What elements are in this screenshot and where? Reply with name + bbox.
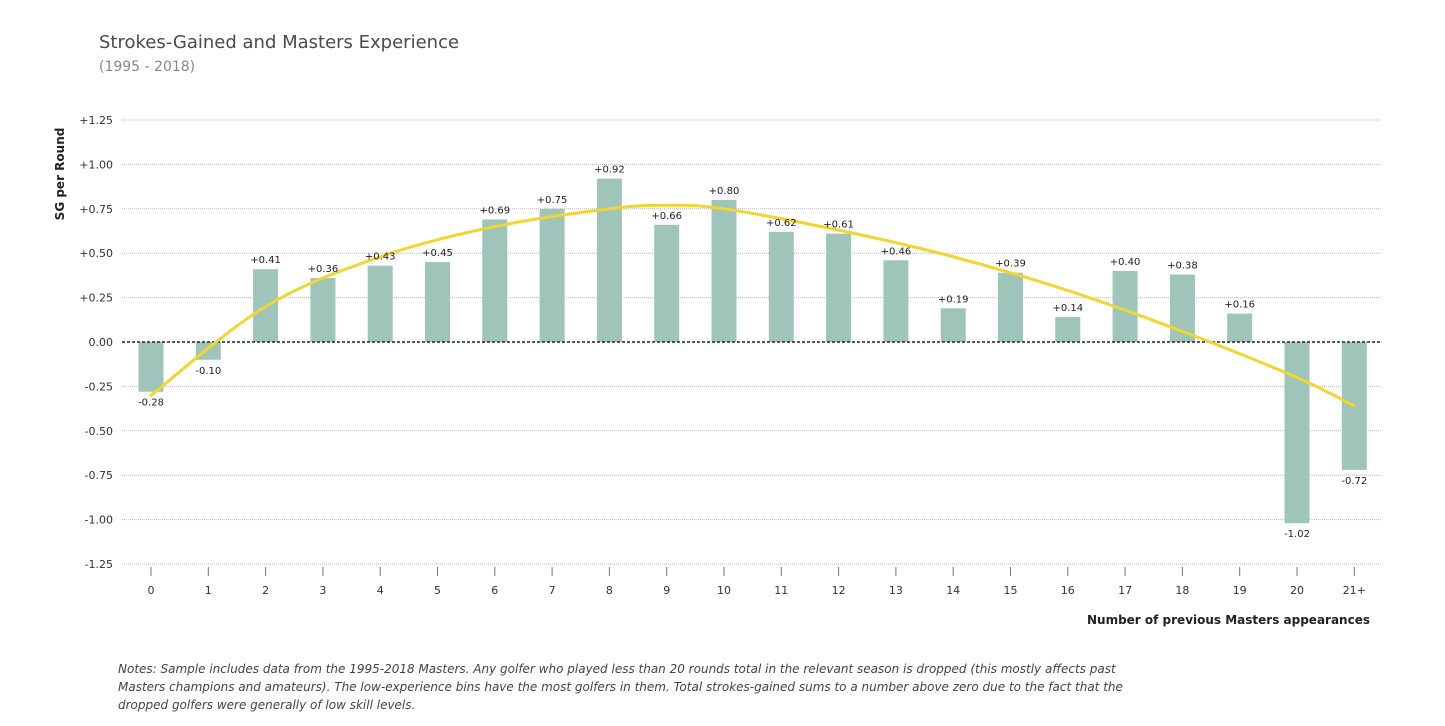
x-tick-label: 3 — [319, 584, 326, 597]
bar — [195, 342, 221, 360]
y-tick-label: +0.75 — [79, 203, 113, 216]
chart-title: Strokes-Gained and Masters Experience — [99, 32, 460, 53]
bar — [1284, 342, 1310, 524]
x-tick-label: 5 — [434, 584, 441, 597]
trend-line — [149, 203, 1356, 408]
x-tick-label: 4 — [377, 584, 384, 597]
x-tick-label: 12 — [832, 584, 846, 597]
y-tick-label: -0.25 — [85, 380, 113, 393]
y-tick-label: -0.50 — [85, 425, 113, 438]
bars — [138, 178, 1367, 524]
x-tick-label: 0 — [148, 584, 155, 597]
y-tick-label: +1.00 — [79, 158, 113, 171]
data-label: +0.61 — [823, 220, 854, 231]
data-label: +0.36 — [308, 264, 339, 275]
x-tick-label: 7 — [549, 584, 556, 597]
data-label: -1.02 — [1284, 529, 1310, 540]
x-tick-label: 20 — [1290, 584, 1304, 597]
chart-subtitle: (1995 - 2018) — [99, 59, 196, 75]
bar — [1227, 313, 1253, 342]
x-tick-label: 14 — [946, 584, 960, 597]
data-label: +0.92 — [594, 165, 625, 176]
y-tick-label: -0.75 — [85, 469, 113, 482]
data-label: +0.80 — [709, 186, 740, 197]
data-label: +0.14 — [1052, 303, 1083, 314]
x-tick-label: 15 — [1004, 584, 1018, 597]
bar — [998, 272, 1023, 342]
y-tick-label: 0.00 — [89, 336, 114, 349]
bar — [482, 219, 508, 342]
bar — [654, 224, 680, 342]
grid-lines — [122, 119, 1382, 565]
y-tick-label: -1.00 — [85, 514, 113, 527]
bar — [367, 265, 393, 342]
x-axis-title: Number of previous Masters appearances — [1087, 613, 1370, 627]
data-label: +0.39 — [995, 259, 1026, 270]
x-tick-label: 1 — [205, 584, 212, 597]
bar — [596, 178, 622, 342]
bar — [1055, 317, 1081, 342]
bar — [138, 342, 164, 392]
bar — [826, 233, 852, 342]
x-tick-label: 9 — [663, 584, 670, 597]
data-label: +0.75 — [537, 195, 568, 206]
x-tick-label: 2 — [262, 584, 269, 597]
data-label: +0.19 — [938, 294, 969, 305]
x-tick-label: 17 — [1118, 584, 1132, 597]
x-tick-label: 13 — [889, 584, 903, 597]
bar — [310, 278, 336, 342]
data-labels: -0.28 -0.10 +0.41 +0.36 +0.43 +0.45 +0.69 +0.75… — [138, 165, 1367, 541]
x-axis-ticks: 0 1 2 3 4 5 6 7 8 9 10 11 12 13 14 15 16 17 18 19 20 21+ — [148, 567, 1366, 597]
data-label: +0.40 — [1110, 257, 1141, 268]
data-label: -0.10 — [195, 366, 221, 377]
trend-curve — [149, 203, 1356, 408]
x-tick-label: 18 — [1175, 584, 1189, 597]
x-tick-label: 8 — [606, 584, 613, 597]
bar — [711, 199, 737, 342]
x-tick-label: 6 — [491, 584, 498, 597]
data-label: +0.16 — [1224, 300, 1255, 311]
x-tick-label: 19 — [1233, 584, 1247, 597]
data-label: +0.38 — [1167, 261, 1198, 272]
y-tick-label: -1.25 — [85, 558, 113, 571]
x-tick-label: 11 — [774, 584, 788, 597]
bar — [425, 262, 450, 342]
y-axis-title: SG per Round — [53, 128, 67, 221]
x-tick-label: 16 — [1061, 584, 1075, 597]
y-tick-label: +0.25 — [79, 292, 113, 305]
chart-notes: Notes: Sample includes data from the 199… — [118, 662, 1123, 712]
y-axis-ticks: +1.25 +1.00 +0.75 +0.50 +0.25 0.00 -0.25 -0.50 -… — [79, 114, 113, 571]
data-label: +0.41 — [250, 255, 281, 266]
bar — [768, 231, 794, 342]
bar — [539, 208, 565, 342]
data-label: +0.46 — [881, 246, 912, 257]
y-tick-label: +0.50 — [79, 247, 113, 260]
data-label: +0.43 — [365, 252, 396, 263]
data-label: +0.45 — [422, 248, 453, 259]
x-tick-label: 21+ — [1343, 584, 1366, 597]
bar — [940, 308, 966, 342]
data-label: -0.28 — [138, 398, 164, 409]
y-tick-label: +1.25 — [79, 114, 113, 127]
x-tick-label: 10 — [717, 584, 731, 597]
data-label: -0.72 — [1341, 476, 1367, 487]
data-label: +0.69 — [479, 205, 510, 216]
data-label: +0.66 — [651, 211, 682, 222]
bar — [883, 260, 909, 342]
data-label: +0.62 — [766, 218, 797, 229]
